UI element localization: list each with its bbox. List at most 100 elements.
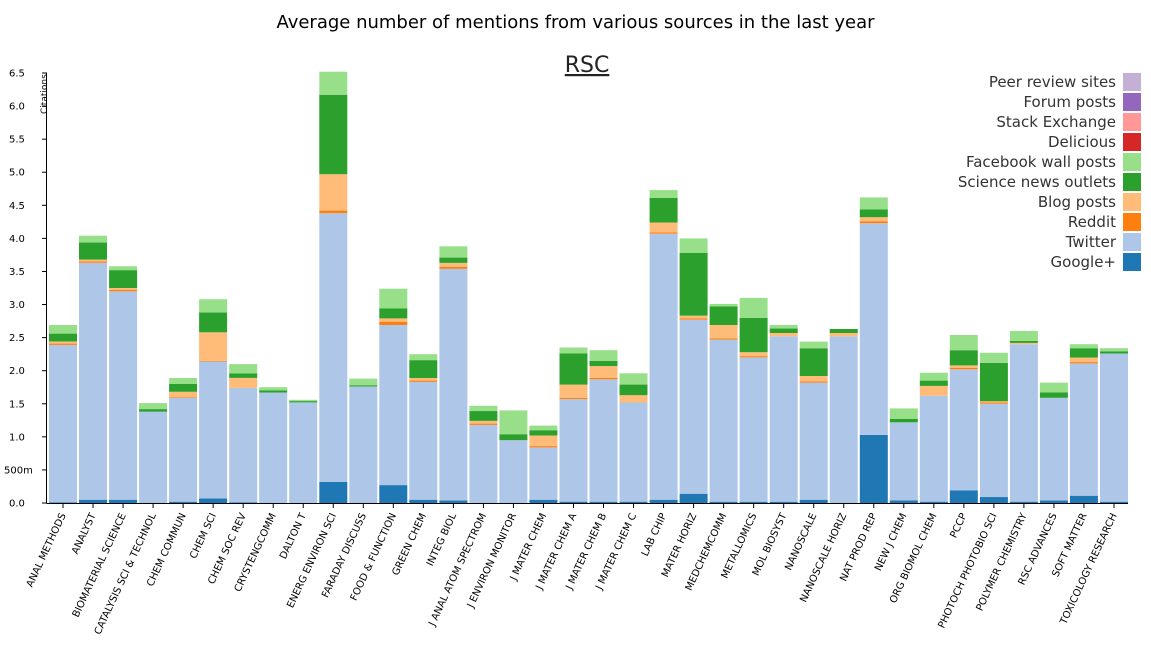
bar-segment-twitter xyxy=(1009,344,1038,502)
x-tick-label: INTEG BIOL xyxy=(425,511,459,568)
bar-segment-twitter xyxy=(1100,353,1128,502)
bar-segment-blog-posts xyxy=(949,365,978,368)
legend-label[interactable]: Google+ xyxy=(1051,253,1116,271)
bar-segment-google- xyxy=(109,499,138,503)
bar-segment-twitter xyxy=(319,213,348,482)
bar-segment-science-news-outlets xyxy=(349,385,378,387)
bar-segment-science-news-outlets xyxy=(199,312,228,333)
bar-segment-twitter xyxy=(529,447,558,500)
x-tick-label: NANOSCALE xyxy=(783,512,819,573)
bar-segment-google- xyxy=(679,493,708,503)
bar-segment-google- xyxy=(229,502,258,503)
bar-segment-facebook-wall-posts xyxy=(49,325,77,334)
bar-segment-reddit xyxy=(979,402,1008,404)
bar-segment-reddit xyxy=(409,380,438,382)
legend-swatch[interactable] xyxy=(1123,133,1141,151)
x-tick-label: NEW J CHEM xyxy=(873,512,909,573)
y-tick-label: 5.0 xyxy=(9,168,25,179)
bar-segment-twitter xyxy=(1039,397,1068,501)
bar-segment-science-news-outlets xyxy=(559,353,588,385)
bar-segment-twitter xyxy=(829,336,858,503)
bar-segment-twitter xyxy=(979,403,1008,498)
bar-segment-facebook-wall-posts xyxy=(139,403,168,410)
bar-segment-blog-posts xyxy=(559,384,588,398)
bar-segment-google- xyxy=(619,501,648,503)
bar-segment-science-news-outlets xyxy=(979,362,1008,402)
legend-label[interactable]: Peer review sites xyxy=(989,73,1116,91)
legend-label[interactable]: Stack Exchange xyxy=(996,113,1116,131)
bar-segment-twitter xyxy=(349,386,378,503)
bar-segment-science-news-outlets xyxy=(709,306,738,325)
bar-segment-reddit xyxy=(559,397,588,400)
y-tick-label: 4.0 xyxy=(9,234,25,245)
bar-segment-blog-posts xyxy=(799,376,828,382)
bar-segment-facebook-wall-posts xyxy=(1069,344,1098,349)
bar-segment-google- xyxy=(1100,501,1128,503)
legend-label[interactable]: Science news outlets xyxy=(958,173,1116,191)
bar-segment-facebook-wall-posts xyxy=(799,341,828,349)
legend-swatch[interactable] xyxy=(1123,113,1141,131)
bar-segment-science-news-outlets xyxy=(949,350,978,366)
bar-segment-blog-posts xyxy=(859,217,888,222)
legend-label[interactable]: Facebook wall posts xyxy=(966,153,1116,171)
bar-segment-facebook-wall-posts xyxy=(859,197,888,210)
bar-segment-facebook-wall-posts xyxy=(979,352,1008,363)
bar-segment-google- xyxy=(859,434,888,503)
legend-label[interactable]: Forum posts xyxy=(1023,93,1116,111)
bar-segment-blog-posts xyxy=(979,401,1008,403)
bar-segment-blog-posts xyxy=(769,333,798,337)
bar-segment-twitter xyxy=(409,381,438,500)
bar-segment-reddit xyxy=(379,321,408,325)
bar-segment-google- xyxy=(79,499,107,503)
bar-segment-twitter xyxy=(439,268,468,501)
chart-subtitle: RSC xyxy=(565,53,610,78)
bar-segment-google- xyxy=(1009,501,1038,503)
legend-swatch[interactable] xyxy=(1123,233,1141,251)
bar-segment-science-news-outlets xyxy=(139,409,168,412)
x-tick-label: ANAL METHODS xyxy=(25,512,69,590)
x-tick-label: BIOMATERIAL SCIENCE xyxy=(71,512,129,620)
bar-segment-twitter xyxy=(799,382,828,500)
bar-segment-facebook-wall-posts xyxy=(379,288,408,309)
bar-segment-science-news-outlets xyxy=(679,252,708,316)
bar-segment-google- xyxy=(439,500,468,503)
bar-segment-twitter xyxy=(169,397,198,502)
bar-segment-google- xyxy=(709,501,738,503)
legend-swatch[interactable] xyxy=(1123,153,1141,171)
legend-swatch[interactable] xyxy=(1123,193,1141,211)
legend-swatch[interactable] xyxy=(1123,213,1141,231)
y-tick-label: 6.0 xyxy=(9,102,25,113)
legend-label[interactable]: Reddit xyxy=(1068,213,1116,231)
bar-segment-science-news-outlets xyxy=(829,329,858,333)
x-tick-label: TOXICOLOGY RESEARCH xyxy=(1058,512,1120,628)
bar-segment-twitter xyxy=(859,223,888,435)
bar-segment-blog-posts xyxy=(79,259,107,262)
legend-swatch[interactable] xyxy=(1123,93,1141,111)
bar-segment-twitter xyxy=(619,402,648,502)
legend-label[interactable]: Blog posts xyxy=(1038,193,1116,211)
legend-label[interactable]: Twitter xyxy=(1065,233,1117,251)
bar-segment-facebook-wall-posts xyxy=(109,266,138,271)
y-tick-label: 2.0 xyxy=(9,366,25,377)
bar-segment-reddit xyxy=(319,210,348,214)
legend-swatch[interactable] xyxy=(1123,253,1141,271)
bar-segment-facebook-wall-posts xyxy=(889,408,918,419)
legend-swatch[interactable] xyxy=(1123,73,1141,91)
bar-segment-facebook-wall-posts xyxy=(1009,331,1038,341)
bar-segment-blog-posts xyxy=(1069,357,1098,363)
bar-segment-science-news-outlets xyxy=(1069,348,1098,358)
legend-label[interactable]: Delicious xyxy=(1048,133,1116,151)
bar-segment-twitter xyxy=(919,395,948,502)
legend-swatch[interactable] xyxy=(1123,173,1141,191)
bar-segment-google- xyxy=(319,481,348,503)
bar-segment-facebook-wall-posts xyxy=(739,297,768,318)
bar-segment-science-news-outlets xyxy=(229,373,258,378)
bar-segment-science-news-outlets xyxy=(529,430,558,436)
bar-segment-google- xyxy=(169,501,198,503)
bar-segment-twitter xyxy=(709,339,738,502)
bar-segment-facebook-wall-posts xyxy=(919,372,948,381)
bar-segment-reddit xyxy=(469,423,498,425)
bar-segment-google- xyxy=(199,498,228,503)
bar-segment-science-news-outlets xyxy=(799,348,828,376)
